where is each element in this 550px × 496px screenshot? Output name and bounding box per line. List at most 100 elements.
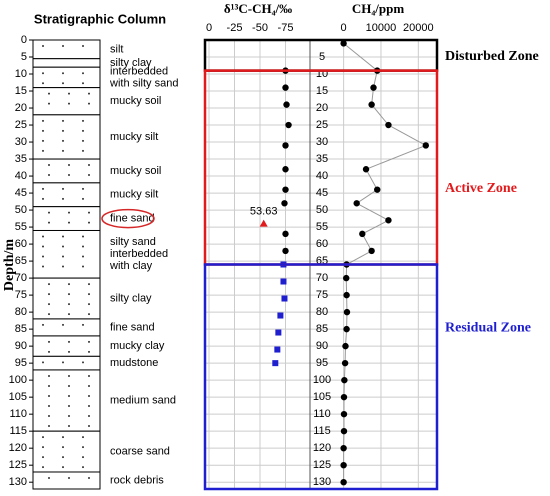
point (282, 230, 289, 238)
point (280, 278, 287, 285)
texture (68, 394, 70, 397)
point (368, 247, 375, 255)
texture (62, 82, 64, 85)
texture (48, 174, 50, 177)
y-tick-label: 30 (15, 136, 27, 148)
layer (32, 114, 101, 160)
y-tick-label: 115 (9, 425, 27, 437)
point (274, 346, 281, 353)
texture (62, 139, 64, 142)
texture (62, 255, 64, 258)
texture (88, 283, 90, 286)
layer (32, 87, 101, 116)
texture (62, 197, 64, 200)
texture (48, 293, 50, 296)
zone-box (203, 69, 439, 266)
y-tick-label: 65 (15, 255, 27, 267)
y-tick-label: 130 (313, 476, 331, 488)
point (368, 101, 375, 108)
texture (48, 394, 50, 397)
texture (42, 45, 44, 47)
d13c-title: δ¹³C-CH₄/‰ (224, 1, 292, 16)
point (341, 359, 349, 367)
point (353, 200, 360, 207)
point (340, 410, 348, 418)
texture (62, 149, 64, 152)
texture (42, 187, 44, 190)
texture (62, 323, 64, 326)
x-tick-label: 0 (206, 22, 212, 34)
point (282, 166, 289, 173)
texture (88, 350, 90, 353)
layer-label: fine sand (110, 212, 155, 224)
x-tick-label: 0 (341, 22, 347, 34)
texture (88, 221, 90, 224)
texture (42, 255, 44, 258)
y-tick-label: 90 (316, 340, 328, 352)
texture (48, 414, 50, 417)
x-tick-label: 20000 (403, 22, 434, 34)
depth-label: Depth/m (2, 239, 17, 291)
texture (42, 361, 44, 364)
texture (82, 72, 84, 75)
layer-label: with silty sand (109, 77, 178, 89)
texture (48, 424, 50, 427)
layer-label: mucky silt (110, 189, 158, 201)
point (282, 186, 289, 193)
texture (82, 255, 84, 258)
annotation: 53.63 (250, 206, 278, 218)
texture (62, 436, 64, 439)
y-tick-label: 15 (316, 85, 328, 97)
point (340, 444, 347, 452)
texture (88, 102, 90, 105)
y-tick-label: 25 (316, 119, 328, 131)
texture (48, 476, 50, 479)
texture (82, 149, 84, 152)
zone-box (203, 263, 439, 491)
y-tick-label: 115 (313, 425, 331, 437)
y-tick-label: 50 (15, 204, 27, 216)
texture (88, 164, 90, 167)
point (385, 217, 392, 224)
layer-label: mucky clay (110, 340, 165, 352)
y-tick-label: 20 (316, 102, 328, 114)
layer (32, 318, 101, 337)
y-tick-label: 55 (316, 221, 328, 233)
y-tick-label: 85 (15, 323, 27, 335)
texture (82, 323, 84, 326)
x-tick-label: 10000 (366, 22, 397, 34)
point (343, 274, 350, 282)
y-tick-label: 20 (15, 102, 27, 114)
texture (68, 221, 70, 224)
texture (48, 313, 50, 316)
zone-label: Disturbed Zone (445, 49, 539, 64)
y-tick-label: 55 (15, 221, 27, 233)
point (359, 230, 366, 238)
texture (42, 72, 44, 75)
y-tick-label: 80 (15, 306, 27, 318)
texture (88, 476, 90, 479)
texture (88, 293, 90, 296)
texture (82, 265, 84, 268)
texture (42, 456, 44, 459)
texture (88, 211, 90, 214)
column-title: Stratigraphic Column (34, 11, 166, 26)
point (281, 200, 288, 207)
point (370, 84, 377, 91)
layer (32, 229, 101, 279)
y-tick-label: 50 (316, 204, 328, 216)
texture (68, 476, 70, 479)
layer (32, 182, 101, 208)
point (362, 166, 370, 173)
texture (82, 245, 84, 248)
y-tick-label: 90 (15, 340, 27, 352)
texture (48, 283, 50, 286)
point (341, 376, 348, 384)
y-tick-label: 60 (15, 238, 27, 250)
y-tick-label: 70 (316, 272, 328, 284)
ch4-title: CH₄/ppm (352, 1, 404, 16)
texture (42, 197, 44, 200)
layer-label: medium sand (110, 394, 176, 406)
texture (68, 313, 70, 316)
x-tick-label: -50 (252, 22, 268, 34)
